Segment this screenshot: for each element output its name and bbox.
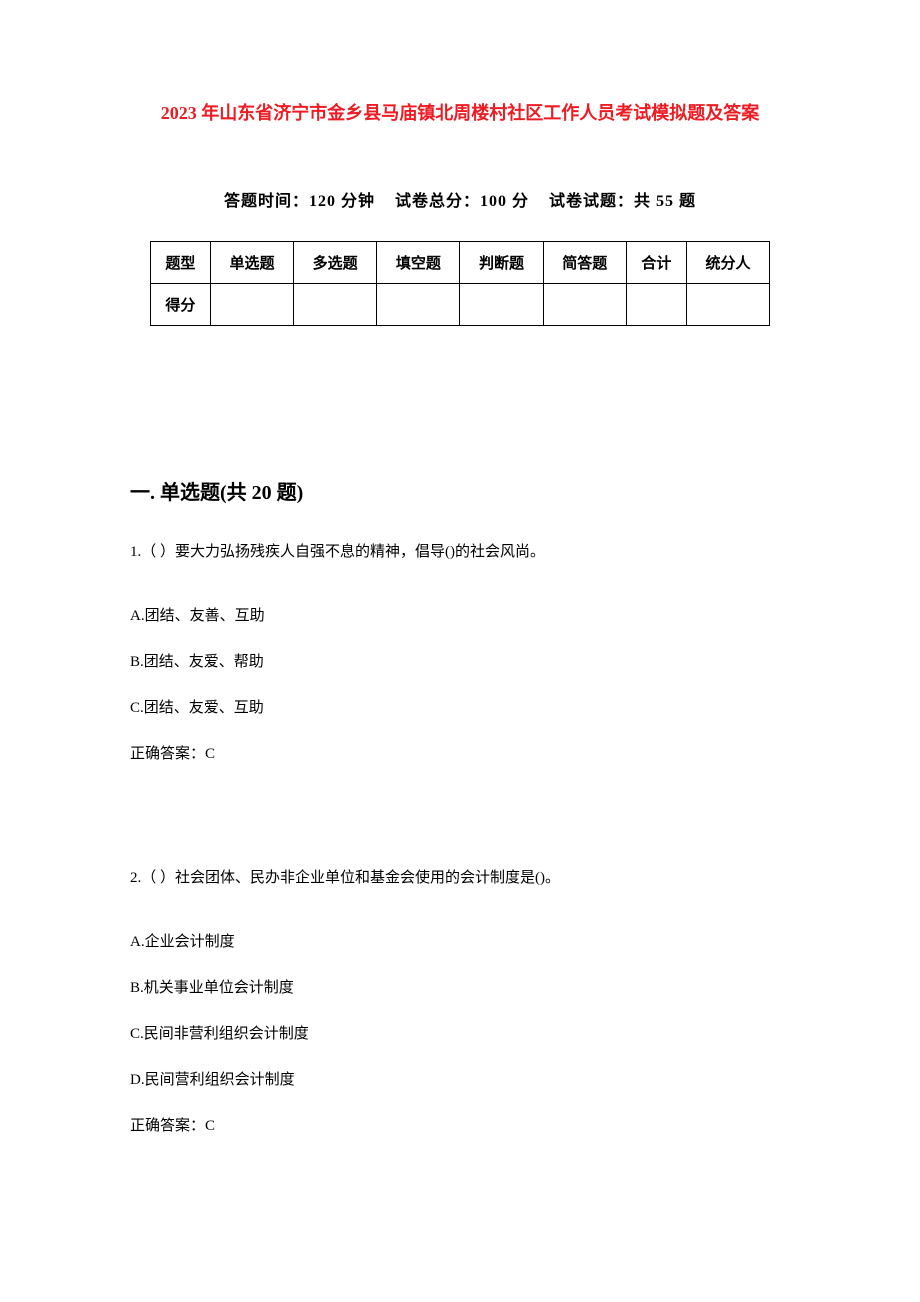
option-d: D.民间营利组织会计制度 xyxy=(130,1068,790,1092)
table-empty-cell xyxy=(377,284,460,326)
time-label: 答题时间： xyxy=(224,193,309,210)
answer-text: 正确答案：C xyxy=(130,742,790,766)
option-c: C.民间非营利组织会计制度 xyxy=(130,1022,790,1046)
time-value: 120 分钟 xyxy=(309,193,375,210)
option-a: A.企业会计制度 xyxy=(130,930,790,954)
table-score-row: 得分 xyxy=(150,284,769,326)
table-empty-cell xyxy=(626,284,686,326)
table-empty-cell xyxy=(460,284,543,326)
question-text: 1.（ ）要大力弘扬残疾人自强不息的精神，倡导()的社会风尚。 xyxy=(130,540,790,564)
questions-value: 共 55 题 xyxy=(634,193,696,210)
table-header-cell: 合计 xyxy=(626,242,686,284)
option-c: C.团结、友爱、互助 xyxy=(130,696,790,720)
question-text: 2.（ ）社会团体、民办非企业单位和基金会使用的会计制度是()。 xyxy=(130,866,790,890)
option-b: B.机关事业单位会计制度 xyxy=(130,976,790,1000)
table-header-cell: 填空题 xyxy=(377,242,460,284)
table-empty-cell xyxy=(294,284,377,326)
table-header-cell: 单选题 xyxy=(210,242,293,284)
table-empty-cell xyxy=(686,284,769,326)
table-header-cell: 判断题 xyxy=(460,242,543,284)
questions-label: 试卷试题： xyxy=(549,193,634,210)
total-label: 试卷总分： xyxy=(395,193,480,210)
score-table: 题型 单选题 多选题 填空题 判断题 简答题 合计 统分人 得分 xyxy=(150,241,770,326)
option-b: B.团结、友爱、帮助 xyxy=(130,650,790,674)
document-title: 2023 年山东省济宁市金乡县马庙镇北周楼村社区工作人员考试模拟题及答案 xyxy=(130,100,790,127)
table-empty-cell xyxy=(543,284,626,326)
table-empty-cell xyxy=(210,284,293,326)
total-value: 100 分 xyxy=(480,193,529,210)
table-header-cell: 题型 xyxy=(150,242,210,284)
table-header-cell: 简答题 xyxy=(543,242,626,284)
question-block-1: 1.（ ）要大力弘扬残疾人自强不息的精神，倡导()的社会风尚。 A.团结、友善、… xyxy=(130,540,790,766)
answer-text: 正确答案：C xyxy=(130,1114,790,1138)
table-header-cell: 统分人 xyxy=(686,242,769,284)
table-header-row: 题型 单选题 多选题 填空题 判断题 简答题 合计 统分人 xyxy=(150,242,769,284)
exam-info-line: 答题时间：120 分钟 试卷总分：100 分 试卷试题：共 55 题 xyxy=(130,187,790,211)
table-header-cell: 多选题 xyxy=(294,242,377,284)
section-heading: 一. 单选题(共 20 题) xyxy=(130,476,790,505)
table-score-label: 得分 xyxy=(150,284,210,326)
question-block-2: 2.（ ）社会团体、民办非企业单位和基金会使用的会计制度是()。 A.企业会计制… xyxy=(130,866,790,1138)
option-a: A.团结、友善、互助 xyxy=(130,604,790,628)
